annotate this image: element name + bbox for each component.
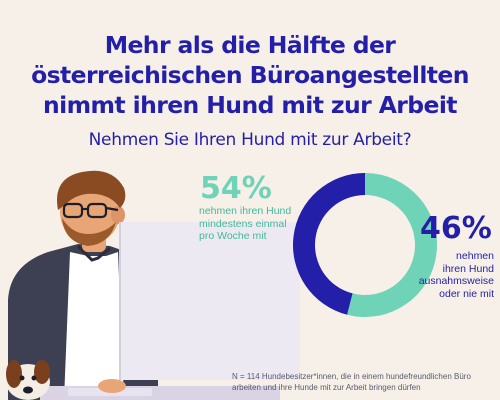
slice-description: nehmen ihren Hund ausnahmsweise oder nie… — [380, 250, 494, 300]
footnote-line: N = 114 Hundebesitzer*innen, die in eine… — [232, 372, 471, 381]
slice-description-line: pro Woche mit — [199, 230, 267, 242]
glasses-icon — [62, 202, 119, 219]
beard — [62, 218, 116, 246]
slice-description-line: ihren Hund — [442, 262, 494, 275]
slice-description-line: nehmen ihren Hund — [199, 205, 292, 217]
headline: Mehr als die Hälfte der österreichischen… — [0, 30, 500, 120]
monitor-icon — [120, 222, 300, 380]
slice-description-line: ausnahmsweise — [418, 275, 494, 287]
person-at-desk-illustration — [6, 170, 300, 400]
collar — [76, 244, 111, 262]
slice-description: nehmen ihren Hund mindestens einmal pro … — [199, 205, 309, 243]
tshirt — [64, 252, 124, 400]
hair — [57, 170, 126, 210]
footnote: N = 114 Hundebesitzer*innen, die in eine… — [232, 372, 494, 393]
donut-chart — [292, 173, 437, 317]
survey-question: Nehmen Sie Ihren Hund mit zur Arbeit? — [88, 130, 412, 150]
footnote-line: arbeiten und ihre Hunde mit zur Arbeit b… — [232, 382, 421, 392]
slice-description-line: oder nie mit — [439, 287, 494, 300]
hand — [98, 379, 126, 393]
headline-line: Mehr als die Hälfte der — [104, 31, 396, 59]
donut-slice-1 — [347, 173, 437, 317]
slice-value-label: 46% — [420, 211, 492, 246]
headline-line: nimmt ihren Hund mit zur Arbeit — [43, 91, 457, 119]
slice-description-line: nehmen — [456, 250, 494, 262]
slice-description-line: mindestens einmal — [199, 217, 287, 230]
headline-line: österreichischen Büroangestellten — [31, 61, 469, 89]
dog-icon — [6, 360, 50, 400]
donut-slice-2 — [292, 173, 365, 315]
slice-value-label: 54% — [200, 171, 272, 206]
